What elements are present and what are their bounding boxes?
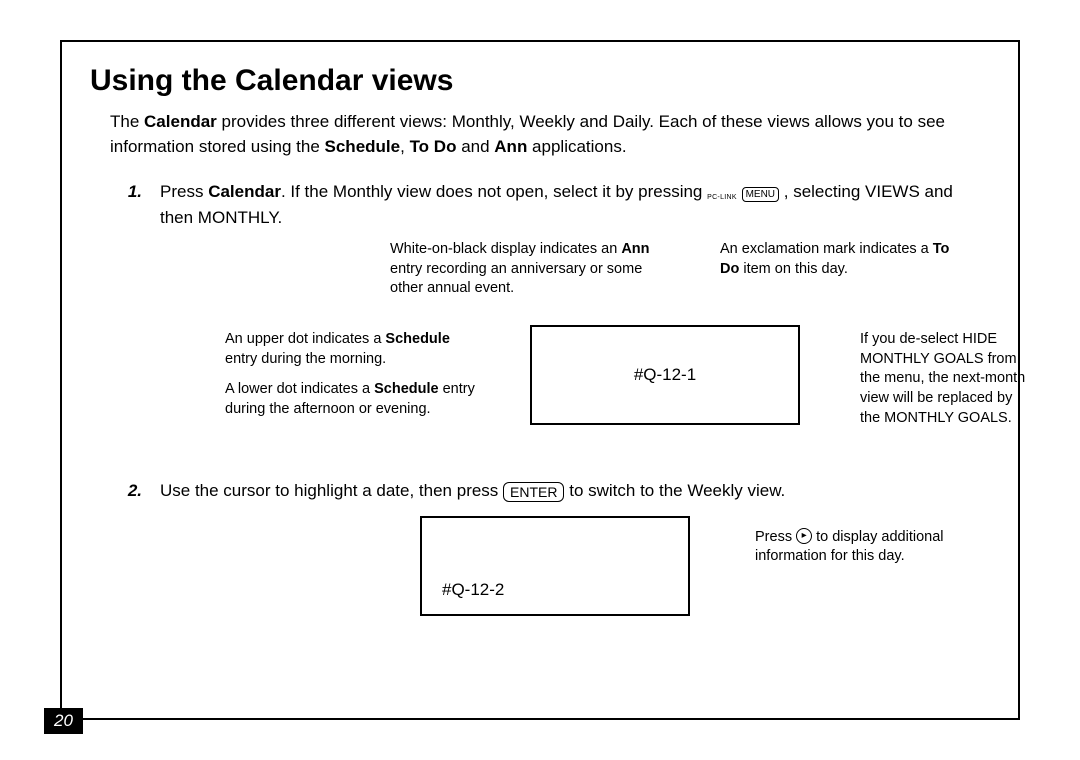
enter-key-icon: ENTER <box>503 482 564 502</box>
note-todo: An exclamation mark indicates a To Do it… <box>720 240 950 279</box>
step-2-number: 2. <box>90 478 160 504</box>
figure-monthly: #Q-12-1 <box>530 325 800 425</box>
note-upper-dot: An upper dot indicates a Schedule entry … <box>225 330 485 369</box>
step-1-body: Press Calendar. If the Monthly view does… <box>160 179 990 230</box>
right-arrow-icon: ▸ <box>796 528 812 544</box>
monthly-diagram: White-on-black display indicates an Ann … <box>160 240 990 460</box>
section-title: Using the Calendar views <box>90 64 990 98</box>
page-number: 20 <box>44 708 83 734</box>
note-press-right: Press ▸ to display additional informatio… <box>755 528 985 567</box>
weekly-diagram: #Q-12-2 Press ▸ to display additional in… <box>160 516 990 646</box>
note-monthly-goals: If you de-select HIDE MONTHLY GOALS from… <box>860 330 1030 428</box>
note-lower-dot: A lower dot indicates a Schedule entry d… <box>225 380 485 419</box>
content-area: Using the Calendar views The Calendar pr… <box>62 42 1018 666</box>
menu-key-icon: PC-LINK MENU <box>707 181 779 207</box>
step-2: 2. Use the cursor to highlight a date, t… <box>90 478 990 504</box>
figure-monthly-label: #Q-12-1 <box>634 365 696 385</box>
note-ann: White-on-black display indicates an Ann … <box>390 240 650 299</box>
step-1-number: 1. <box>90 179 160 205</box>
figure-weekly-label: #Q-12-2 <box>442 580 504 600</box>
step-2-body: Use the cursor to highlight a date, then… <box>160 478 990 504</box>
step-1: 1. Press Calendar. If the Monthly view d… <box>90 179 990 230</box>
page-frame: Using the Calendar views The Calendar pr… <box>60 40 1020 720</box>
figure-weekly: #Q-12-2 <box>420 516 690 616</box>
intro-paragraph: The Calendar provides three different vi… <box>90 110 990 159</box>
